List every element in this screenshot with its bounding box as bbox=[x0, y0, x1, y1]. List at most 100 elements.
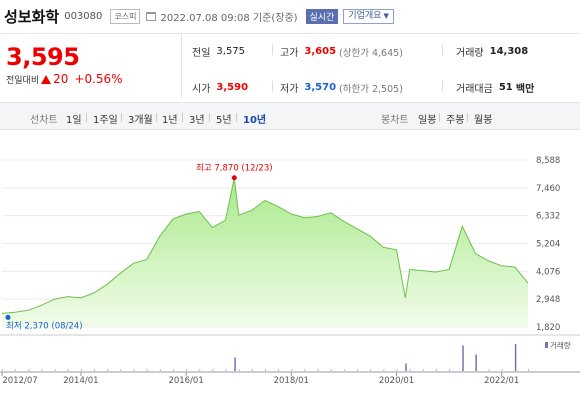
annotations: 최고 7,870 (12/23) 최저 2,370 (08/24) bbox=[5, 163, 273, 331]
volume-bar bbox=[41, 369, 43, 371]
period-3y[interactable]: 3년 bbox=[189, 115, 205, 126]
calendar-icon bbox=[146, 12, 157, 21]
volume-bar bbox=[238, 369, 240, 371]
y-tick-label: 4,076 bbox=[536, 267, 560, 277]
low-marker bbox=[5, 314, 11, 320]
price-change: 전일대비 20 +0.56% bbox=[6, 72, 181, 86]
volume-bar bbox=[94, 369, 96, 371]
volume-bar bbox=[317, 369, 319, 371]
y-tick-label: 2,948 bbox=[536, 295, 560, 305]
x-tick-label: 2020/01 bbox=[379, 376, 414, 386]
stock-header: 성보화학 003080 코스피 2022.07.08 09:08 기준(장중) … bbox=[0, 0, 580, 34]
y-tick-label: 6,332 bbox=[536, 212, 560, 222]
candle-monthly[interactable]: 월봉 bbox=[474, 115, 493, 126]
y-tick-label: 1,820 bbox=[536, 323, 560, 333]
volume-bar bbox=[120, 369, 122, 371]
volume-bar bbox=[159, 369, 161, 371]
volume-bar bbox=[528, 369, 529, 371]
volume-bar bbox=[80, 369, 82, 371]
candle-daily[interactable]: 일봉 bbox=[418, 115, 437, 126]
current-price: 3,595 bbox=[6, 43, 80, 71]
volume-bar bbox=[28, 369, 30, 371]
volume-bar bbox=[67, 369, 69, 371]
volume-bar bbox=[449, 369, 451, 371]
volume-spike bbox=[475, 354, 477, 371]
x-tick-label: 2022/01 bbox=[484, 376, 519, 386]
volume-legend-swatch bbox=[545, 342, 548, 348]
volume-bar bbox=[212, 369, 214, 371]
price-chart[interactable]: 거래량 8,5887,4606,3325,2044,0762,9481,820 … bbox=[0, 140, 580, 400]
volume-bar bbox=[435, 369, 437, 371]
period-1d[interactable]: 1일 bbox=[66, 115, 82, 126]
volume-bar bbox=[146, 369, 148, 371]
price-area bbox=[1, 177, 529, 327]
realtime-badge[interactable]: 실시간 bbox=[305, 9, 339, 24]
x-tick-label: 2012/07 bbox=[2, 376, 37, 386]
volume-bar bbox=[304, 369, 306, 371]
volume-bar bbox=[330, 369, 332, 371]
stat-low: 저가 3,570 (하한가 2,505) bbox=[280, 82, 403, 95]
high-marker bbox=[231, 175, 237, 181]
candle-chart-title: 봉차트 bbox=[381, 115, 409, 126]
volume-bar bbox=[383, 369, 385, 371]
volume-bar bbox=[422, 369, 424, 371]
volume-chart: 거래량 bbox=[0, 334, 580, 373]
x-tick-label: 2018/01 bbox=[274, 376, 309, 386]
change-percent: +0.56% bbox=[74, 72, 123, 86]
stat-high: 고가 3,605 (상한가 4,645) bbox=[280, 46, 403, 59]
y-tick-label: 8,588 bbox=[536, 156, 560, 166]
volume-bar bbox=[488, 369, 490, 371]
period-1y[interactable]: 1년 bbox=[162, 115, 178, 126]
volume-bar bbox=[278, 369, 280, 371]
line-chart-title: 선차트 bbox=[30, 115, 58, 126]
volume-bar bbox=[409, 369, 411, 371]
volume-bar bbox=[291, 369, 293, 371]
volume-bar bbox=[265, 369, 266, 371]
change-label: 전일대비 bbox=[6, 75, 40, 86]
volume-spike bbox=[462, 345, 464, 371]
volume-bar bbox=[251, 369, 253, 371]
low-annotation: 최저 2,370 (08/24) bbox=[6, 320, 83, 331]
x-axis: 2012/07 2014/01 2016/01 2018/01 2020/01 2022/… bbox=[1, 372, 519, 386]
price-area-fill bbox=[2, 177, 528, 327]
candle-weekly[interactable]: 주봉 bbox=[446, 115, 465, 126]
x-tick-label: 2014/01 bbox=[63, 376, 98, 386]
stat-volume: 거래량 14,308 bbox=[456, 46, 529, 59]
y-tick-label: 5,204 bbox=[536, 240, 560, 250]
volume-bar bbox=[501, 369, 503, 371]
stat-trade-value: 거래대금 51 백만 bbox=[456, 82, 535, 95]
volume-legend: 거래량 bbox=[550, 341, 571, 350]
period-3m[interactable]: 3개월 bbox=[128, 115, 153, 126]
stat-prev-close: 전일 3,575 bbox=[192, 46, 246, 59]
volume-bar bbox=[172, 369, 174, 371]
market-badge: 코스피 bbox=[110, 9, 141, 24]
price-stats: 전일 3,575 고가 3,605 (상한가 4,645) 거래량 14,308 시가 3… bbox=[188, 34, 580, 98]
stat-open: 시가 3,590 bbox=[192, 82, 249, 95]
stock-name: 성보화학 bbox=[4, 8, 60, 26]
price-line bbox=[1, 177, 529, 314]
y-tick-label: 7,460 bbox=[536, 184, 560, 194]
volume-bar bbox=[133, 369, 135, 371]
stock-code: 003080 bbox=[64, 11, 103, 22]
volume-bar bbox=[107, 369, 109, 371]
period-10y[interactable]: 10년 bbox=[243, 115, 267, 126]
company-info-button[interactable]: 기업개요 ▼ bbox=[343, 9, 394, 24]
volume-bar bbox=[199, 369, 201, 371]
period-5y[interactable]: 5년 bbox=[216, 115, 232, 126]
period-bar: 선차트 1일 1주일 3개월 1년 3년 5년 10년 봉차트 일봉 주봉 월봉 bbox=[0, 102, 580, 130]
volume-spike bbox=[234, 357, 236, 371]
change-amount: 20 bbox=[53, 72, 69, 86]
volume-spike bbox=[405, 363, 407, 371]
volume-bar bbox=[54, 369, 56, 371]
quote-time: 2022.07.08 09:08 기준(장중) bbox=[160, 13, 298, 24]
period-1w[interactable]: 1주일 bbox=[93, 115, 118, 126]
volume-bar bbox=[396, 369, 398, 371]
volume-bar bbox=[370, 369, 372, 371]
chevron-down-icon: ▼ bbox=[383, 12, 389, 20]
volume-spike bbox=[514, 344, 517, 371]
volume-bar bbox=[186, 369, 188, 371]
volume-bar bbox=[225, 369, 227, 371]
high-annotation: 최고 7,870 (12/23) bbox=[196, 163, 273, 174]
triangle-up-icon bbox=[41, 74, 52, 84]
y-axis: 8,588 7,460 6,332 5,204 4,076 2,948 1,820 bbox=[536, 156, 560, 333]
